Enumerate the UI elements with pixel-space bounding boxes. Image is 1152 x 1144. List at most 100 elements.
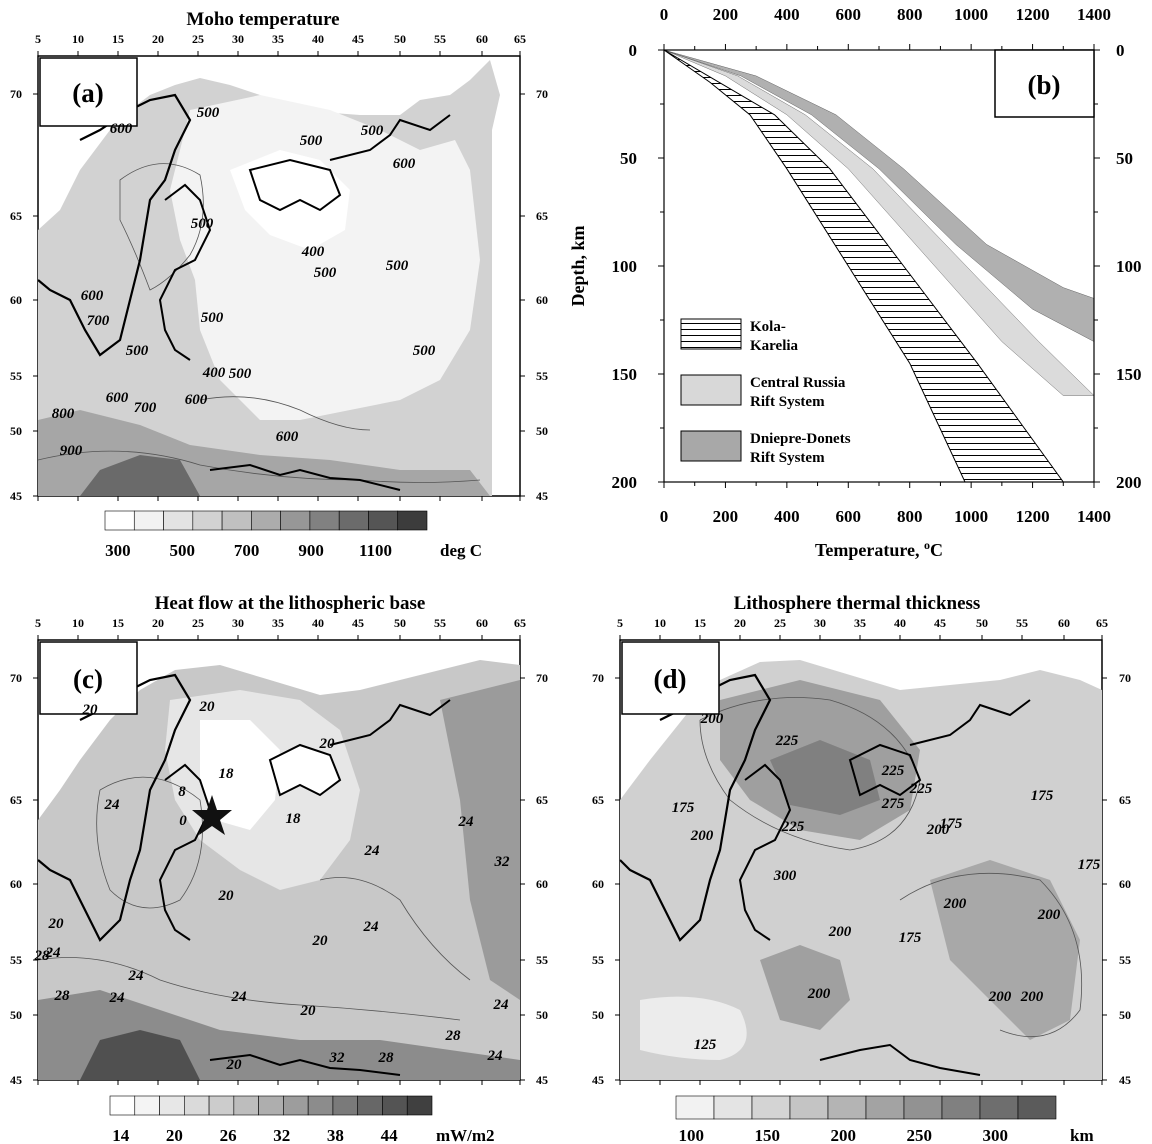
panel-d-coastline [738,763,792,941]
contour-label: 275 [881,796,905,812]
panel-c-coastline [209,1053,401,1076]
panel-a-label: (a) [72,78,103,108]
contour-label: 800 [52,406,75,422]
contour-label: 225 [781,819,805,835]
contour-label: 600 [110,121,133,137]
colorbar-swatch [903,1095,943,1120]
lat-tick-label: 45 [592,1073,604,1087]
panel-d: Lithosphere thermal thickness (d) [619,593,1103,1081]
contour-label: 8 [178,784,186,800]
panel-c-shade-max [80,1030,200,1080]
contour-label: 28 [445,1028,462,1044]
y-tick-label-right: 150 [1116,365,1142,384]
lat-tick-label: 55 [1119,953,1131,967]
x-tick-label-top: 200 [713,5,739,24]
panel-a-coastline [37,93,192,357]
lon-tick-label: 55 [434,616,446,630]
lat-tick-label: 45 [536,1073,548,1087]
contour-label: 28 [34,948,51,964]
contour-label: 24 [104,797,121,813]
lon-tick-label: 35 [854,616,866,630]
colorbar-swatch [332,1095,358,1116]
panel-b-y-axis-label: Depth, km [568,225,588,306]
y-tick-label-left: 0 [629,41,638,60]
legend-swatch-1 [680,318,742,350]
lon-tick-label: 45 [352,616,364,630]
contour-label: 24 [45,945,62,961]
lat-tick-label: 70 [592,671,604,685]
lat-tick-label: 65 [536,209,548,223]
panel-a-coastline [329,114,451,161]
lat-tick-label: 55 [10,953,22,967]
lon-tick-label: 40 [894,616,906,630]
legend-label: Rift System [750,450,825,466]
x-tick-label-bottom: 800 [897,507,923,526]
legend-label: Karelia [750,338,799,354]
colorbar-swatch [163,510,194,531]
lon-tick-label: 5 [617,616,623,630]
legend-swatch-2 [680,374,742,406]
panel-d-label: (d) [654,664,687,694]
colorbar-swatch [1017,1095,1057,1120]
panel-c-title: Heat flow at the lithospheric base [155,593,426,614]
y-tick-label-left: 150 [612,365,638,384]
lon-tick-label: 15 [112,616,124,630]
panel-b-x-axis-label: Temperature, oC [815,538,943,560]
contour-label: 200 [926,822,950,838]
lon-tick-label: 65 [514,32,526,46]
lon-tick-label: 55 [434,32,446,46]
colorbar-tick-label: 1100 [359,541,392,560]
panel-d-title: Lithosphere thermal thickness [734,593,981,614]
lon-tick-label: 5 [35,32,41,46]
lon-tick-label: 20 [152,616,164,630]
panel-b-xlabel-sup: o [924,538,930,552]
contour-label: 500 [201,310,224,326]
colorbar-tick-label: 20 [166,1126,183,1144]
panel-c-coastline [158,763,212,941]
panel-c-map: (c) [37,639,521,1081]
lon-tick-label: 35 [272,616,284,630]
contour-label: 200 [807,986,831,1002]
lat-tick-label: 45 [1119,1073,1131,1087]
contour-label: 300 [773,868,797,884]
lon-tick-label: 15 [112,32,124,46]
panel-c-shade-east [440,680,520,1000]
contour-label: 175 [940,816,963,832]
lat-tick-label: 70 [536,671,548,685]
contour-label: 500 [314,265,337,281]
lon-tick-label: 15 [694,616,706,630]
colorbar-swatch [368,510,399,531]
panel-b-xlabel-unit: C [930,540,943,560]
lon-tick-label: 30 [814,616,826,630]
contour-label: 32 [494,854,511,870]
contour-label: 24 [487,1048,504,1064]
panel-d-coastline [909,699,1031,746]
colorbar-tick-label: 300 [105,541,131,560]
contour-label: 20 [300,1003,317,1019]
lat-tick-label: 70 [10,671,22,685]
colorbar-swatch [134,1095,160,1116]
lat-tick-label: 60 [536,877,548,891]
contour-label: 600 [106,390,129,406]
panel-c-colorbar: 14 20 26 32 38 44 mW/m2 [109,1095,495,1144]
colorbar-swatch [751,1095,791,1120]
y-tick-label-right: 50 [1116,149,1133,168]
contour-label: 500 [413,343,436,359]
contour-label: 0 [179,813,187,829]
lat-tick-label: 65 [592,793,604,807]
contour-label: 24 [231,989,248,1005]
contour-label: 28 [378,1050,395,1066]
lat-tick-label: 45 [10,489,22,503]
panel-c: Heat flow at the lithospheric base (c) [37,593,521,1081]
panel-c-label-box [39,641,138,715]
lat-tick-label: 45 [536,489,548,503]
x-tick-label-bottom: 600 [836,507,862,526]
colorbar-swatch [827,1095,867,1120]
legend-label: Dniepre-Donets [750,431,851,447]
x-tick-label-top: 0 [660,5,669,24]
contour-label: 24 [109,990,126,1006]
panel-d-contour [699,697,921,851]
lon-tick-label: 60 [1058,616,1070,630]
legend-label: Kola- [750,319,786,335]
y-tick-label-left: 200 [612,473,638,492]
